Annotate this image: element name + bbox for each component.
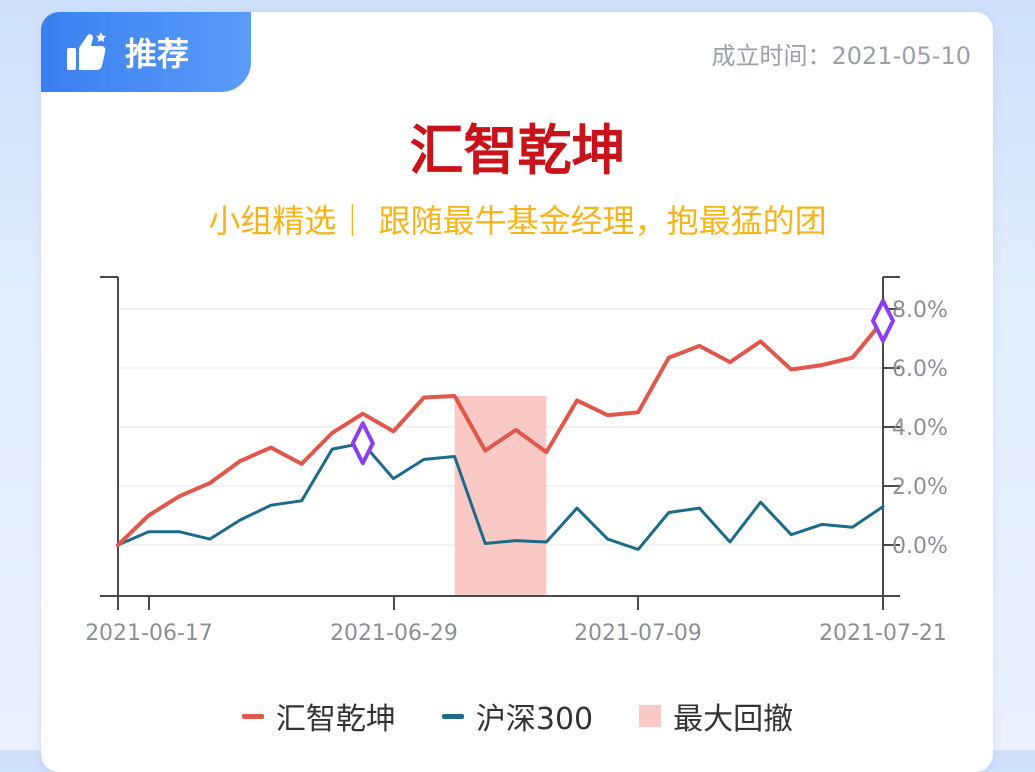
x-tick-label: 2021-07-09 (574, 621, 702, 646)
legend-label-drawdown: 最大回撤 (673, 702, 794, 737)
established-date: 成立时间：2021-05-10 (711, 42, 971, 70)
chart-legend: 汇智乾坤 沪深300 最大回撤 (0, 694, 1035, 738)
fund-line (116, 318, 885, 547)
card (41, 12, 993, 772)
legend-item-drawdown: 最大回撤 (639, 694, 793, 738)
fund-title: 汇智乾坤 (409, 119, 626, 182)
index-line (116, 441, 885, 551)
recommend-label: 推荐 (125, 35, 190, 73)
legend-swatch-drawdown (639, 705, 662, 727)
diamond-icon (871, 298, 895, 343)
y-tick-label: 6.0% (892, 357, 948, 382)
y-tick-label: 8.0% (892, 298, 948, 323)
x-tick-label: 2021-06-29 (330, 621, 458, 646)
thumbs-up-icon (67, 32, 106, 70)
x-tick-label: 2021-06-17 (85, 621, 213, 646)
y-tick-label: 4.0% (892, 416, 948, 441)
legend-swatch-index (441, 713, 464, 719)
fund-subtitle: 小组精选｜ 跟随最牛基金经理，抱最猛的团 (208, 202, 827, 240)
y-tick-label: 2.0% (892, 475, 948, 500)
legend-swatch-fund (241, 713, 264, 719)
y-tick-label: 0.0% (892, 534, 948, 559)
legend-label-index: 沪深300 (475, 702, 594, 737)
legend-label-fund: 汇智乾坤 (275, 702, 396, 737)
recommend-tag: 推荐 (41, 12, 251, 92)
legend-item-fund: 汇智乾坤 (241, 694, 396, 738)
diamond-icon (350, 421, 375, 466)
x-tick-label: 2021-07-21 (819, 621, 947, 646)
performance-chart: 8.0% 6.0% 4.0% 2.0% 0.0% 2021-06-17 2021-06-29… (85, 276, 948, 646)
legend-item-index: 沪深300 (441, 694, 594, 738)
